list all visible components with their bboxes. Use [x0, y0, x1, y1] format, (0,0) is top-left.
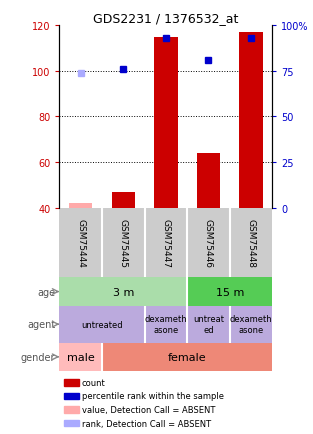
Text: count: count: [82, 378, 105, 387]
Text: GSM75445: GSM75445: [119, 219, 128, 267]
Text: GSM75446: GSM75446: [204, 219, 213, 267]
Bar: [64, 420, 79, 426]
Text: percentile rank within the sample: percentile rank within the sample: [82, 391, 223, 401]
Bar: [145, 306, 187, 343]
Text: GSM75444: GSM75444: [76, 219, 85, 267]
Text: untreated: untreated: [81, 320, 123, 329]
Bar: [64, 393, 79, 399]
Bar: [59, 306, 145, 343]
Text: agent: agent: [27, 319, 55, 329]
Text: GSM75447: GSM75447: [162, 219, 170, 267]
Text: value, Detection Call = ABSENT: value, Detection Call = ABSENT: [82, 405, 215, 414]
Text: dexameth
asone: dexameth asone: [145, 315, 187, 334]
Text: rank, Detection Call = ABSENT: rank, Detection Call = ABSENT: [82, 419, 211, 427]
Bar: [69, 204, 92, 208]
Bar: [154, 37, 177, 208]
Bar: [69, 204, 92, 208]
Bar: [197, 154, 220, 208]
Text: GSM75448: GSM75448: [247, 219, 255, 267]
Text: 3 m: 3 m: [113, 287, 134, 297]
Bar: [187, 278, 272, 306]
Text: female: female: [168, 352, 207, 362]
Bar: [187, 306, 230, 343]
Bar: [59, 343, 102, 371]
Bar: [102, 343, 272, 371]
Text: dexameth
asone: dexameth asone: [230, 315, 272, 334]
Text: age: age: [37, 287, 55, 297]
Text: 15 m: 15 m: [216, 287, 244, 297]
Bar: [239, 33, 263, 208]
Bar: [64, 406, 79, 413]
Text: gender: gender: [21, 352, 55, 362]
Title: GDS2231 / 1376532_at: GDS2231 / 1376532_at: [93, 12, 239, 25]
Text: male: male: [67, 352, 95, 362]
Bar: [230, 306, 272, 343]
Bar: [112, 192, 135, 208]
Text: untreat
ed: untreat ed: [193, 315, 224, 334]
Bar: [59, 278, 187, 306]
Bar: [64, 379, 79, 386]
